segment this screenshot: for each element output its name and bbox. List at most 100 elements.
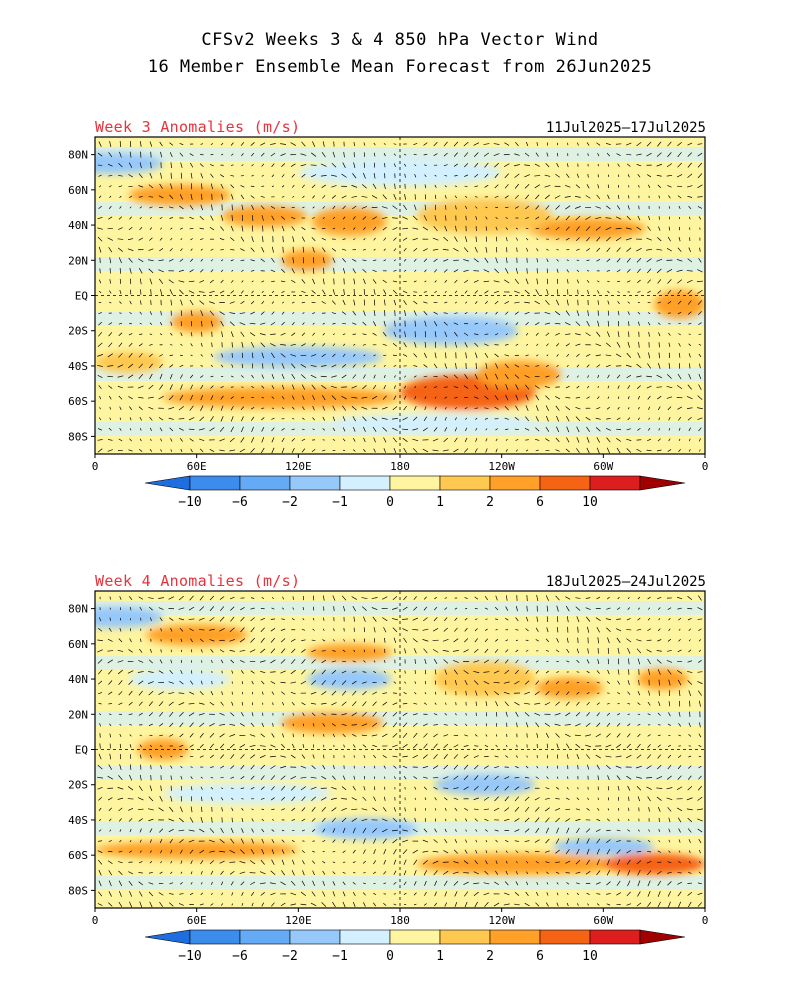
anomaly-region [162,782,333,805]
colorbar-segment [289,929,341,945]
lat-tick-label: 40S [68,360,88,373]
colorbar-segment [489,929,541,945]
colorbar-arrow-low [144,929,191,945]
lat-tick-label: 20N [68,708,88,721]
anomaly-region [95,351,163,373]
lon-tick-label: 120W [488,460,515,473]
anomaly-region [95,152,163,174]
colorbar-tick-label: −6 [232,949,248,964]
lat-tick-label: 80N [68,603,88,616]
colorbar-tick-label: 6 [536,949,544,964]
colorbar-tick-label: −10 [178,949,201,964]
anomaly-region [383,316,519,345]
colorbar-tick-label: −2 [282,495,298,510]
colorbar-tick-label: 2 [486,949,494,964]
anomaly-region [315,818,417,840]
anomaly-region [306,643,392,662]
colorbar-tick-label: 10 [582,949,598,964]
anomaly-region [95,606,163,628]
colorbar: −10 −6 −2 −1 0 1 2 6 10 [144,929,686,964]
colorbar-tick-label: 0 [386,495,394,510]
panel-dates: 11Jul2025—17Jul2025 [545,120,706,136]
anomaly-region [416,853,621,875]
anomaly-region [213,346,384,368]
lon-tick-label: 0 [92,914,99,927]
lon-tick-label: 0 [92,460,99,473]
lat-tick-label: 80S [68,430,88,443]
panel-dates: 18Jul2025—24Jul2025 [545,574,706,590]
lat-tick-label: 80S [68,884,88,897]
chart-title-line2: 16 Member Ensemble Mean Forecast from 26… [147,57,653,77]
lat-tick-label: 40S [68,814,88,827]
anomaly-region [433,774,536,796]
lon-tick-label: 120E [285,460,312,473]
lon-tick-label: 120W [488,914,515,927]
colorbar-arrow-high [639,475,686,491]
anomaly-region [95,841,299,859]
lat-tick-label: 60N [68,184,88,197]
lon-tick-label: 120E [285,914,312,927]
lat-tick-label: 60S [68,395,88,408]
anomaly-region [128,184,231,206]
lon-tick-label: 0 [702,460,709,473]
colorbar-segment [539,929,591,945]
chart-title-line1: CFSv2 Weeks 3 & 4 850 hPa Vector Wind [201,30,599,50]
anomaly-region [332,413,536,432]
anomaly-region [281,712,384,734]
anomaly-region [311,207,387,236]
anomaly-region [128,668,231,690]
colorbar-segment [589,929,641,945]
colorbar-tick-label: −10 [178,495,201,510]
lat-tick-label: EQ [75,744,88,757]
anomaly-region [306,668,392,690]
lon-tick-label: 60W [593,460,613,473]
colorbar-tick-label: −1 [332,949,348,964]
lat-tick-label: EQ [75,290,88,303]
colorbar-segment [389,929,441,945]
anomaly-region [654,290,705,319]
lon-tick-label: 60W [593,914,613,927]
colorbar-tick-label: 10 [582,495,598,510]
lat-tick-label: 20S [68,325,88,338]
colorbar-segment [239,929,291,945]
lon-tick-label: 180 [390,914,410,927]
colorbar-tick-label: 0 [386,949,394,964]
colorbar-tick-label: 2 [486,495,494,510]
colorbar-arrow-high [639,929,686,945]
colorbar-segment [189,929,241,945]
lon-tick-label: 60E [187,460,207,473]
colorbar-tick-label: −6 [232,495,248,510]
lat-tick-label: 20S [68,779,88,792]
lon-tick-label: 180 [390,460,410,473]
anomaly-region [416,198,553,234]
colorbar: −10 −6 −2 −1 0 1 2 6 10 [144,475,686,510]
anomaly-region [162,387,400,409]
anomaly-region [298,158,502,187]
lat-tick-label: 80N [68,149,88,162]
panel-label: Week 3 Anomalies (m/s) [95,118,301,136]
anomaly-region [603,853,705,875]
colorbar-tick-label: 6 [536,495,544,510]
anomaly-region [527,218,646,240]
colorbar-tick-label: −1 [332,495,348,510]
panel-label: Week 4 Anomalies (m/s) [95,572,301,590]
anomaly-region [433,661,536,697]
anomaly-region [222,205,307,227]
colorbar-segment [439,929,491,945]
lat-tick-label: 60N [68,638,88,651]
anomaly-region [535,677,604,699]
colorbar-tick-label: 1 [436,495,444,510]
lon-tick-label: 0 [702,914,709,927]
lon-tick-label: 60E [187,914,207,927]
anomaly-region [281,249,333,271]
colorbar-tick-label: −2 [282,949,298,964]
lat-tick-label: 40N [68,673,88,686]
colorbar-tick-label: 1 [436,949,444,964]
anomaly-region [145,624,248,646]
anomaly-region [171,311,223,333]
colorbar-segment [339,929,391,945]
lat-tick-label: 60S [68,849,88,862]
lat-tick-label: 40N [68,219,88,232]
